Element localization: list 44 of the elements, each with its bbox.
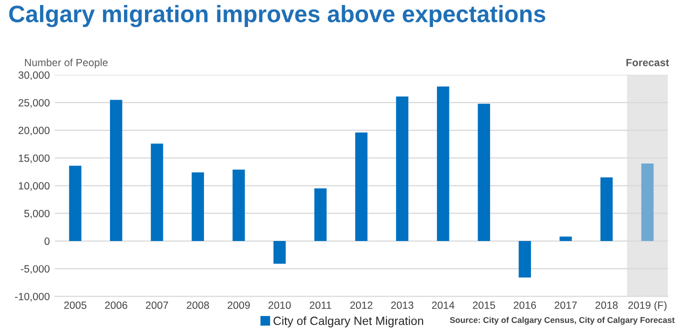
bar (518, 241, 531, 278)
chart-title: Calgary migration improves above expectations (9, 4, 546, 28)
x-tick-label: 2018 (596, 302, 618, 309)
bar (110, 100, 122, 242)
bar (69, 166, 82, 242)
y-tick-label: 5,000 (24, 210, 50, 218)
x-tick-label: 2008 (186, 302, 209, 309)
bar (314, 188, 327, 242)
x-tick-label: 2016 (514, 302, 536, 309)
bar (436, 86, 450, 242)
bar (150, 144, 164, 242)
x-tick-label: 2014 (432, 302, 454, 309)
x-tick-label: 2009 (228, 302, 250, 309)
bar (396, 96, 408, 242)
x-tick-label: 2005 (64, 302, 86, 309)
bar (560, 236, 572, 242)
y-tick-label: 10,000 (18, 182, 50, 191)
x-tick-label: 2007 (146, 302, 168, 309)
y-tick-label: 30,000 (18, 71, 50, 80)
y-tick-label: 20,000 (18, 126, 50, 136)
bar (641, 164, 654, 242)
source-note: Source: City of Calgary Census, City of Calgary Forecast (450, 316, 675, 325)
x-tick-label: 2017 (554, 302, 577, 309)
y-tick-label: 0 (44, 238, 50, 245)
y-tick-label: -10,000 (15, 292, 50, 302)
band-label: Forecast (626, 58, 670, 66)
x-tick-label: 2006 (105, 302, 128, 309)
x-tick-label: 2015 (472, 302, 496, 309)
bar (600, 177, 613, 242)
bar (232, 170, 245, 242)
bar (273, 241, 286, 264)
bar (355, 132, 368, 242)
y-axis-title: Number of People (25, 58, 108, 68)
x-tick-label: 2011 (310, 302, 332, 309)
legend-label: City of Calgary Net Migration (274, 316, 424, 328)
y-tick-label: 25,000 (18, 99, 50, 108)
y-tick-label: 15,000 (18, 154, 50, 164)
bar (192, 172, 204, 242)
x-tick-label: 2010 (268, 302, 291, 309)
y-tick-label: -5,000 (20, 265, 50, 274)
x-tick-label: 2019 (F) (628, 301, 666, 311)
bar (478, 104, 490, 242)
x-tick-label: 2012 (350, 302, 372, 309)
x-tick-label: 2013 (391, 302, 414, 309)
